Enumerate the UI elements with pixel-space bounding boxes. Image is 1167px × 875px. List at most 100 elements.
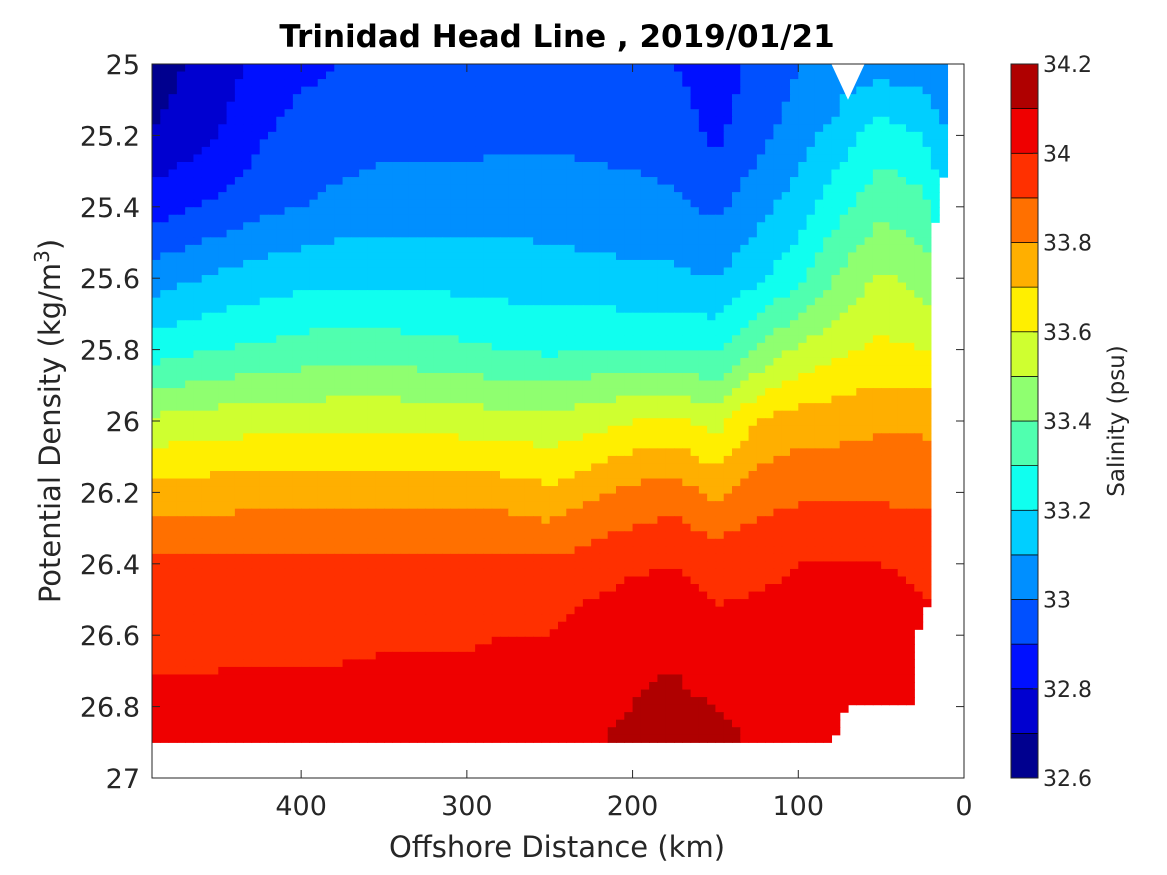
contour-cell [201,71,211,80]
contour-cell [657,380,667,389]
contour-cell [549,139,559,148]
contour-cell [168,146,178,156]
contour-cell [226,71,236,80]
contour-cell [160,282,170,291]
contour-cell [839,342,849,351]
contour-cell [359,267,369,276]
contour-cell [160,154,170,163]
contour-cell [491,177,501,186]
contour-cell [466,297,476,306]
contour-cell [408,410,418,419]
contour-cell [433,169,443,178]
contour-cell [284,410,294,419]
contour-cell [309,199,319,208]
contour-cell [292,116,302,125]
contour-cell [392,312,402,321]
contour-cell [806,297,816,306]
contour-cell [309,312,319,321]
contour-cell [574,154,584,163]
contour-cell [500,350,509,359]
contour-cell [326,327,335,336]
contour-cell [864,282,874,291]
contour-cell [897,154,907,163]
contour-cell [914,380,924,389]
contour-cell [549,312,559,321]
contour-cell [574,94,584,103]
contour-cell [276,214,286,223]
contour-cell [334,169,344,178]
contour-cell [872,365,882,374]
contour-cell [243,312,253,321]
contour-cell [607,365,617,374]
contour-cell [500,94,509,103]
contour-cell [508,177,518,186]
contour-cell [400,116,410,125]
contour-cell [831,425,841,434]
contour-cell [516,86,526,95]
contour-cell [591,116,601,125]
contour-cell [806,131,816,140]
contour-cell [226,403,236,412]
contour-cell [350,71,360,80]
contour-cell [864,320,874,329]
contour-cell [268,169,277,178]
contour-cell [466,252,476,261]
contour-cell [773,350,783,359]
contour-cell [292,139,302,148]
contour-cell [607,237,617,246]
contour-cell [392,365,402,374]
contour-cell [433,124,443,133]
contour-cell [765,297,775,306]
contour-cell [599,290,609,299]
contour-cell [450,86,460,95]
contour-cell [350,259,360,269]
contour-cell [864,342,874,351]
contour-cell [201,214,211,223]
contour-cell [632,440,642,449]
contour-cell [558,199,567,208]
contour-cell [674,327,683,336]
contour-cell [616,455,625,465]
contour-cell [698,214,708,223]
contour-cell [881,229,891,238]
contour-cell [541,184,551,193]
contour-cell [524,282,534,291]
contour-cell [425,320,435,329]
contour-cell [790,131,799,140]
contour-cell [773,410,783,419]
contour-cell [251,124,261,133]
contour-cell [632,154,642,163]
contour-cell [475,305,485,314]
contour-cell [475,71,485,80]
contour-cell [524,199,534,208]
contour-cell [251,214,261,223]
contour-cell [798,207,808,216]
contour-cell [201,388,211,397]
contour-cell [549,267,559,276]
contour-cell [193,290,203,299]
contour-cell [259,455,269,465]
contour-cell [317,124,327,133]
contour-cell [201,116,211,125]
contour-cell [607,410,617,419]
contour-cell [408,448,418,457]
contour-cell [856,418,866,427]
contour-cell [168,109,178,118]
contour-cell [715,259,725,269]
contour-cell [259,71,269,80]
contour-cell [234,305,244,314]
contour-cell [715,395,725,404]
contour-cell [723,418,733,427]
contour-cell [442,425,451,434]
contour-cell [268,214,277,223]
contour-cell [218,116,228,125]
contour-cell [682,86,692,95]
contour-cell [624,109,634,118]
contour-cell [732,305,741,314]
contour-cell [433,101,443,110]
contour-cell [848,161,857,171]
contour-cell [326,342,335,351]
contour-cell [201,109,211,118]
contour-cell [433,440,443,449]
contour-cell [582,425,592,434]
